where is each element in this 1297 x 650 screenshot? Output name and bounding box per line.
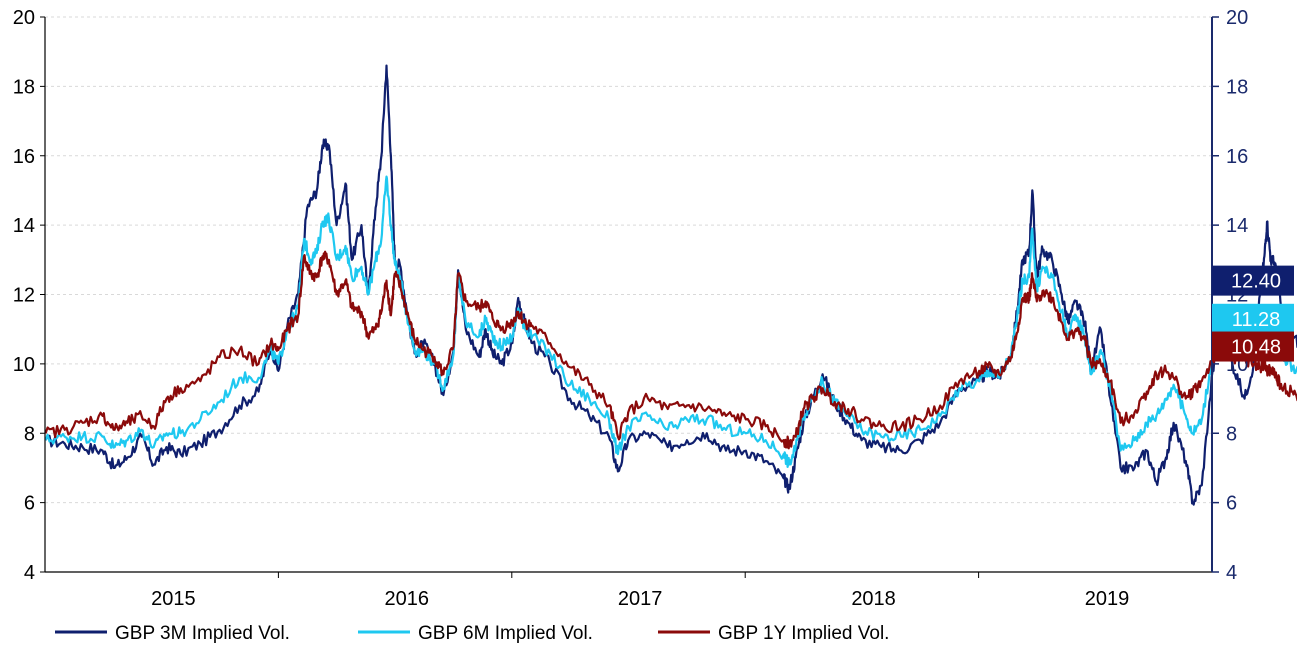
x-category-label: 2017	[618, 588, 663, 610]
y2-tick-label: 8	[1226, 423, 1237, 445]
y2-tick-label: 18	[1226, 76, 1248, 98]
y-tick-label: 10	[13, 354, 35, 376]
y-tick-label: 4	[24, 562, 35, 584]
y-tick-label: 12	[13, 285, 35, 307]
y-tick-label: 18	[13, 76, 35, 98]
x-category-label: 2016	[385, 588, 430, 610]
series-line-1	[44, 64, 1297, 506]
grid-lines	[45, 16, 1212, 504]
last-value-box	[1212, 331, 1294, 362]
x-axis-year-labels: 2015 2016 2017 2018 2019	[151, 572, 1129, 610]
y-tick-label: 14	[13, 215, 35, 237]
last-value-box	[1212, 265, 1294, 296]
x-category-label: 2015	[151, 588, 196, 610]
y2-tick-label: 20	[1226, 7, 1248, 29]
y2-tick-label: 4	[1226, 562, 1237, 584]
x-category-label: 2019	[1085, 588, 1130, 610]
legend-label: GBP 3M Implied Vol.	[115, 623, 290, 644]
y-tick-label: 6	[24, 493, 35, 515]
x-category-label: 2018	[851, 588, 896, 610]
last-value-labels: 12.40 11.28 10.48	[1212, 265, 1294, 362]
left-axis-tick-labels: 4 6 8 10 12 14 16 18 20	[13, 7, 45, 584]
series-lines	[44, 64, 1297, 506]
y2-tick-label: 14	[1226, 215, 1248, 237]
y-tick-label: 8	[24, 423, 35, 445]
series-line-3	[44, 250, 1297, 450]
y-tick-label: 16	[13, 146, 35, 168]
last-value-box	[1212, 303, 1294, 334]
last-value-label: 10.48	[1231, 337, 1281, 359]
y2-tick-label: 16	[1226, 146, 1248, 168]
last-value-label: 11.28	[1232, 309, 1281, 331]
legend-label: GBP 1Y Implied Vol.	[718, 623, 889, 644]
legend: GBP 3M Implied Vol. GBP 6M Implied Vol. GB…	[55, 623, 889, 644]
last-value-label: 12.40	[1231, 271, 1281, 293]
y2-tick-label: 6	[1226, 493, 1237, 515]
legend-label: GBP 6M Implied Vol.	[418, 623, 593, 644]
series-line-2	[44, 175, 1297, 468]
y-tick-label: 20	[13, 7, 35, 29]
